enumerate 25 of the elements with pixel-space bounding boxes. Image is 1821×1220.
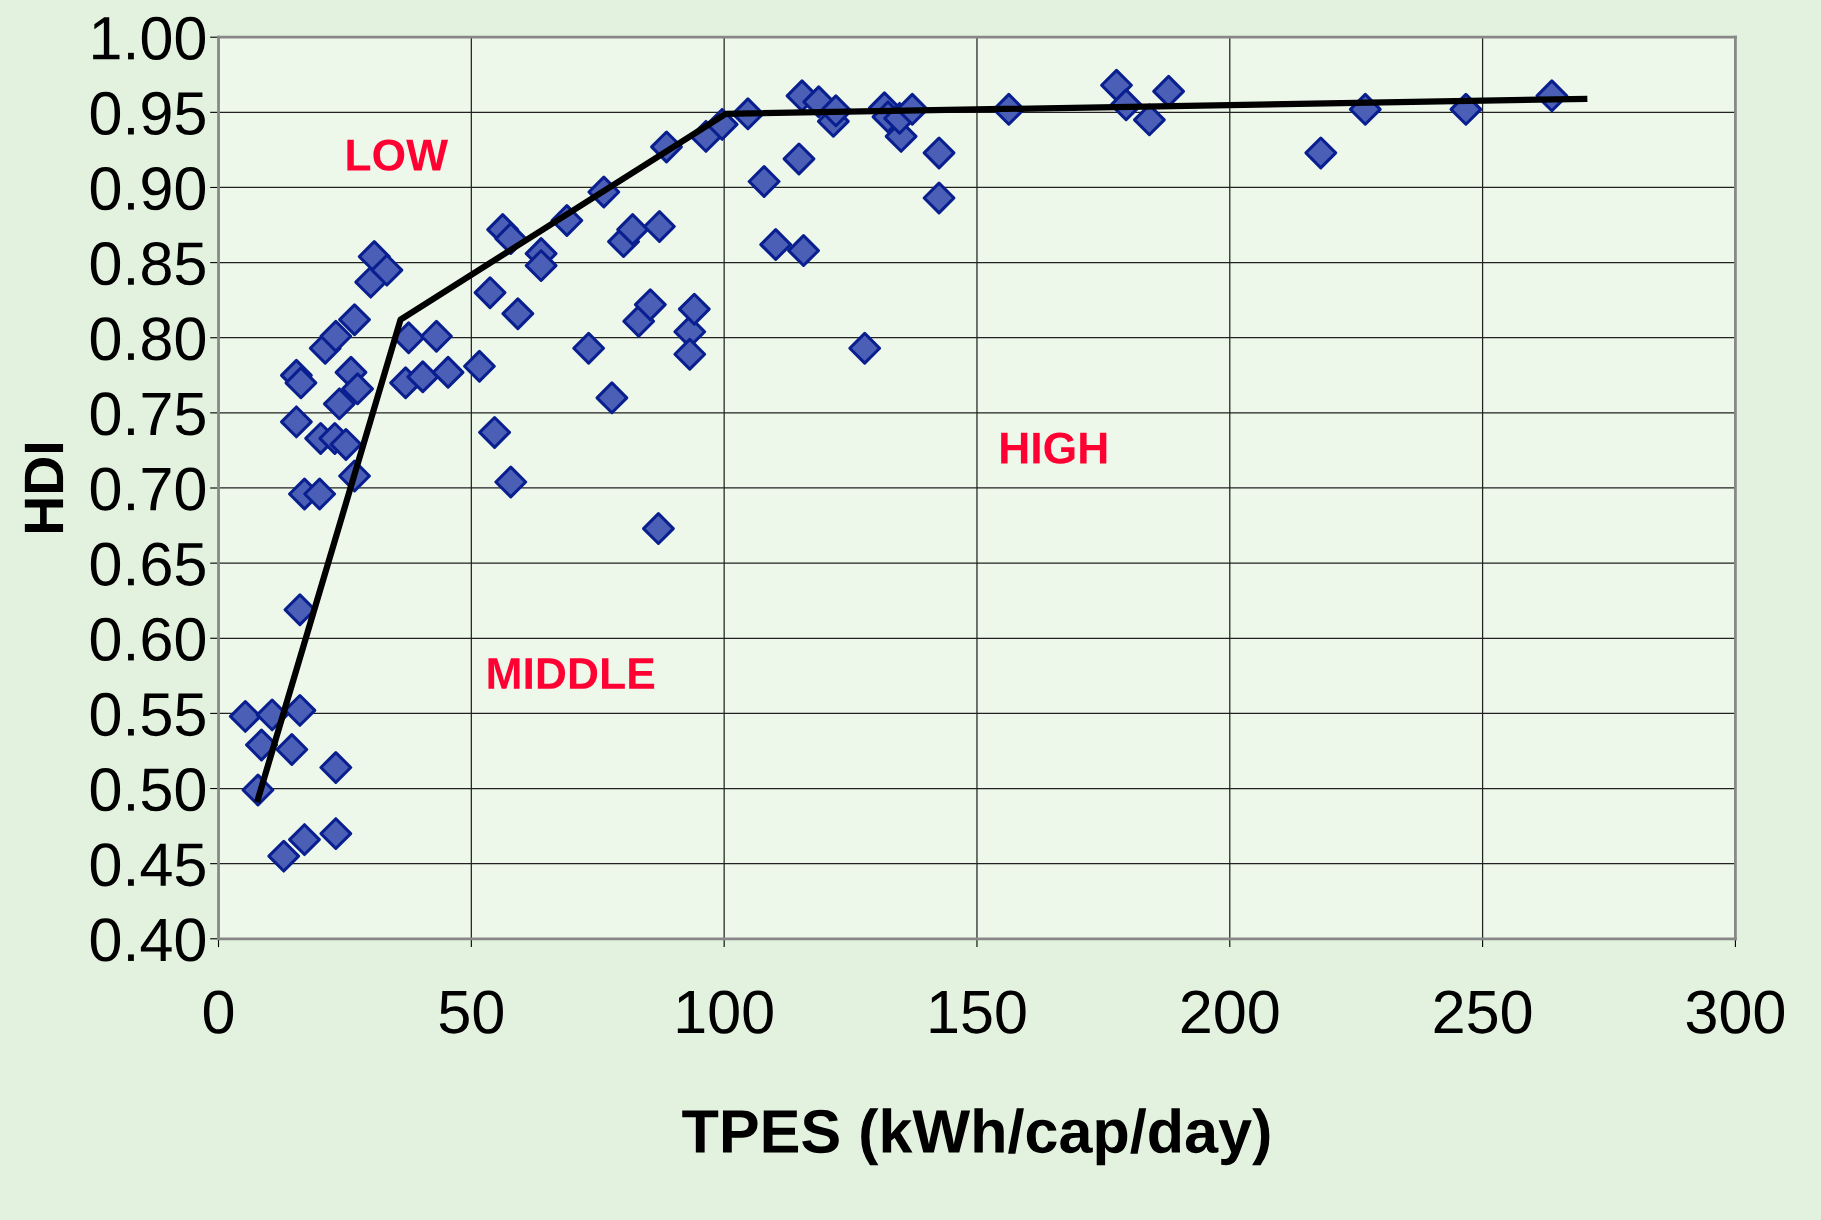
y-tick-label: 0.55 bbox=[90, 692, 205, 737]
x-axis-title: TPES (kWh/cap/day) bbox=[682, 1108, 1270, 1166]
y-axis-title: HDI bbox=[24, 443, 64, 533]
annotation: MIDDLE bbox=[488, 658, 655, 689]
y-tick-label: 0.85 bbox=[90, 242, 205, 286]
annotation: LOW bbox=[347, 139, 449, 171]
y-tick-label: 0.80 bbox=[90, 317, 206, 361]
x-tick-label: 100 bbox=[677, 990, 773, 1034]
x-tick-label: 300 bbox=[1686, 990, 1785, 1034]
y-tick-label: 0.60 bbox=[90, 617, 206, 662]
y-tick-label: 0.75 bbox=[90, 392, 205, 436]
y-tick-label: 0.65 bbox=[90, 542, 205, 586]
y-tick-label: 0.50 bbox=[90, 768, 206, 812]
y-tick-label: 1.00 bbox=[93, 16, 206, 60]
y-tick-label: 0.40 bbox=[90, 918, 206, 962]
y-tick-label: 0.90 bbox=[90, 166, 206, 211]
x-tick-label: 200 bbox=[1181, 990, 1279, 1034]
y-tick-label: 0.95 bbox=[90, 91, 205, 136]
x-tick-label: 0 bbox=[203, 990, 234, 1034]
x-tick-label: 150 bbox=[930, 990, 1026, 1034]
y-tick-label: 0.45 bbox=[90, 843, 205, 887]
x-tick-label: 50 bbox=[439, 990, 503, 1034]
x-tick-label: 250 bbox=[1434, 990, 1532, 1034]
y-tick-label: 0.70 bbox=[90, 467, 206, 511]
annotation: HIGH bbox=[1001, 432, 1107, 464]
